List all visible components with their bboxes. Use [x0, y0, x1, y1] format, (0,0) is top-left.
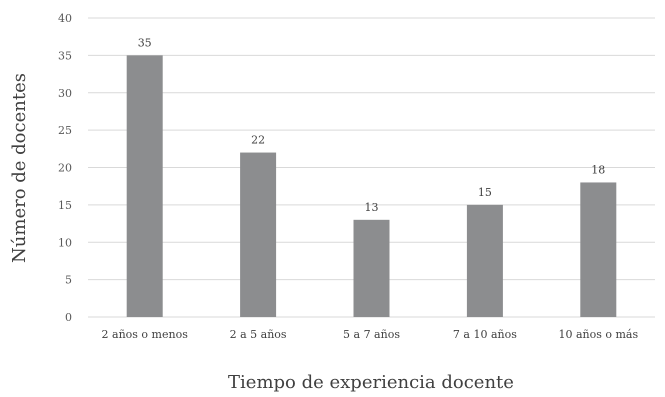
y-tick-label: 10: [58, 236, 72, 249]
x-axis-title: Tiempo de experiencia docente: [228, 372, 514, 393]
y-tick-label: 40: [58, 12, 72, 25]
data-label: 35: [138, 36, 152, 49]
data-label: 18: [591, 163, 605, 176]
y-axis-title: Número de docentes: [9, 73, 30, 263]
bar: [466, 204, 503, 317]
x-category-label: 2 años o menos: [102, 328, 189, 341]
y-tick-label: 20: [58, 162, 72, 175]
gridlines: [88, 17, 655, 318]
data-label: 13: [365, 201, 379, 214]
x-category-label: 5 a 7 años: [343, 328, 400, 341]
y-tick-label: 0: [65, 311, 72, 324]
x-category-label: 2 a 5 años: [230, 328, 287, 341]
y-tick-label: 25: [58, 124, 72, 137]
bar: [353, 219, 390, 317]
bars: [126, 55, 617, 317]
y-tick-label: 15: [58, 199, 72, 212]
x-category-label: 7 a 10 años: [453, 328, 517, 341]
data-labels: 35 22 13 15 18: [138, 36, 606, 213]
bar: [580, 182, 617, 317]
x-axis-categories: 2 años o menos 2 a 5 años 5 a 7 años 7 a 10…: [102, 328, 639, 341]
bar: [126, 55, 163, 317]
bar: [240, 152, 277, 317]
y-tick-label: 30: [58, 87, 72, 100]
data-label: 15: [478, 186, 492, 199]
y-axis-ticks: 0 5 10 15 20 25 30 35 40: [58, 12, 72, 324]
y-tick-label: 35: [58, 49, 72, 62]
y-tick-label: 5: [65, 274, 72, 287]
data-label: 22: [251, 134, 265, 147]
x-category-label: 10 años o más: [558, 328, 638, 341]
